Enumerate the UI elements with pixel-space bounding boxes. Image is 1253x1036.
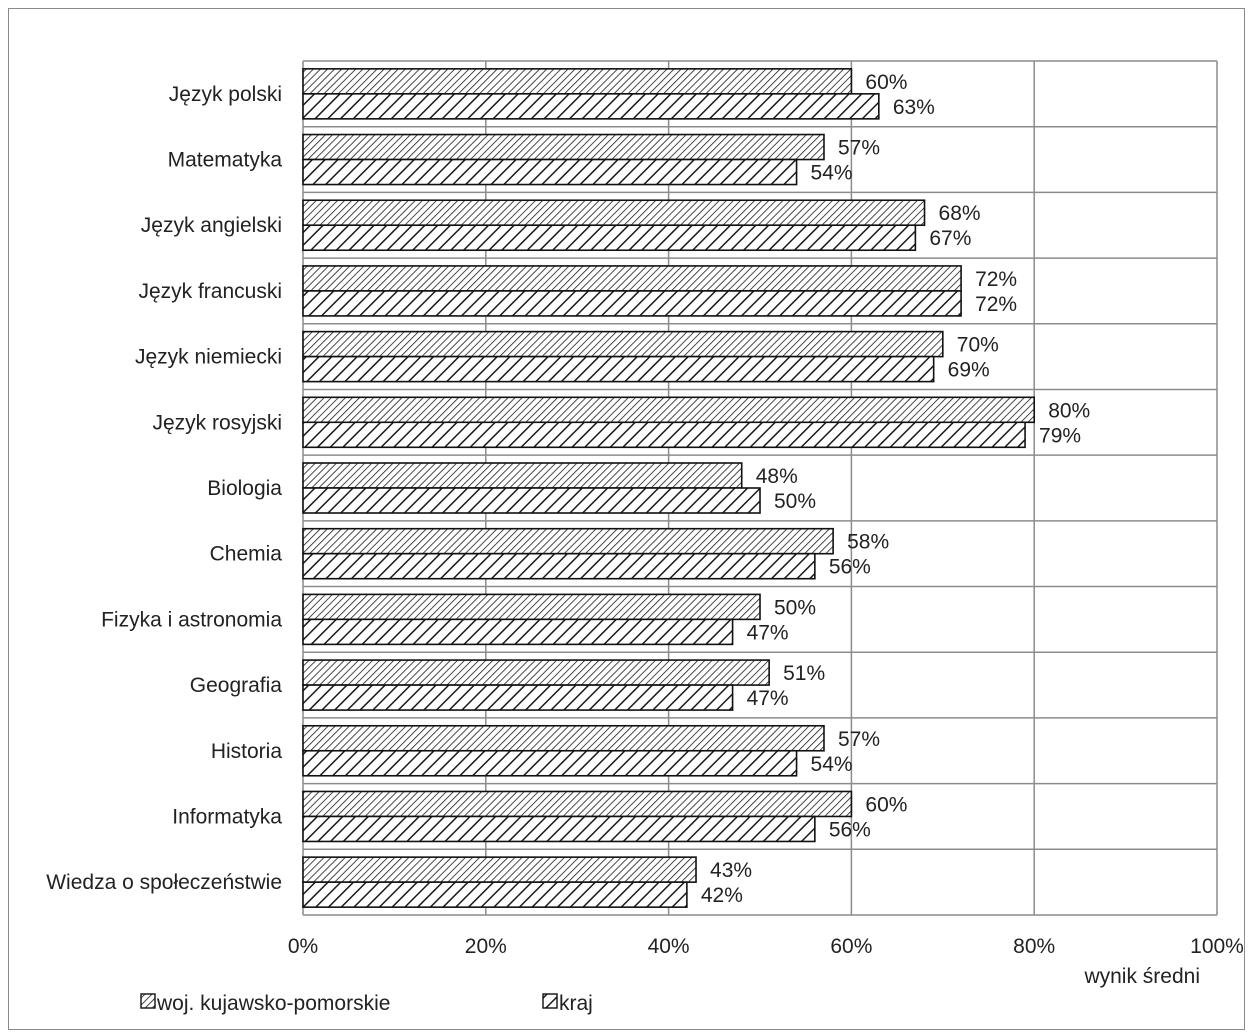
data-label: 58% — [847, 531, 889, 554]
data-label: 72% — [975, 268, 1017, 291]
category-labels: Język polski Matematyka Język angielski Jęz… — [46, 83, 282, 894]
data-label: 72% — [975, 293, 1017, 316]
bar-country — [302, 881, 688, 908]
data-label: 68% — [939, 202, 981, 225]
data-label: 56% — [829, 818, 871, 841]
bar-country — [302, 158, 798, 186]
category-label: Matematyka — [168, 149, 283, 172]
x-tick-label: 20% — [465, 935, 507, 958]
legend-label: woj. kujawsko-pomorskie — [156, 992, 390, 1015]
bar-country — [302, 487, 761, 514]
data-label: 56% — [829, 556, 871, 579]
category-label: Chemia — [210, 543, 283, 566]
data-label: 47% — [747, 687, 789, 710]
bar-country — [302, 684, 734, 711]
data-label: 57% — [838, 728, 880, 751]
bar-country — [302, 421, 1026, 449]
category-label: Geografia — [190, 674, 283, 697]
category-label: Wiedza o społeczeństwie — [46, 871, 282, 894]
category-label: Historia — [211, 740, 283, 763]
legend-swatch — [542, 993, 558, 1009]
bar-region — [302, 462, 743, 489]
x-tick-label: 40% — [648, 935, 690, 958]
bar-country — [302, 355, 935, 383]
category-label: Fizyka i astronomia — [101, 608, 282, 631]
category-label: Język francuski — [138, 280, 282, 303]
legend-label: kraj — [559, 992, 593, 1015]
bar-region — [302, 527, 834, 555]
x-tick-label: 60% — [830, 935, 872, 958]
category-label: Informatyka — [172, 805, 282, 828]
data-label: 42% — [701, 884, 743, 907]
x-tick-label: 100% — [1190, 935, 1244, 958]
bar-country — [302, 815, 816, 843]
x-tick-label: 0% — [288, 935, 318, 958]
data-label: 47% — [747, 621, 789, 644]
data-label: 54% — [811, 162, 853, 185]
data-label: 60% — [865, 793, 907, 816]
bar-region — [302, 265, 962, 292]
bar-region — [302, 199, 926, 227]
data-label: 69% — [948, 359, 990, 382]
data-label: 51% — [783, 662, 825, 685]
category-label: Biologia — [207, 477, 282, 500]
data-label: 80% — [1048, 399, 1090, 422]
bar-region — [302, 68, 853, 95]
data-label: 67% — [929, 227, 971, 250]
bar-country — [302, 290, 962, 317]
bar-country — [302, 749, 798, 777]
data-label: 43% — [710, 859, 752, 882]
x-axis-title: wynik średni — [1083, 965, 1200, 988]
bar-region — [302, 724, 825, 752]
category-label: Język angielski — [141, 214, 282, 237]
x-tick-labels: 0% 20% 40% 60% 80% 100% — [288, 935, 1244, 958]
data-label: 50% — [774, 596, 816, 619]
data-label: 70% — [957, 334, 999, 357]
bar-region — [302, 330, 944, 358]
bar-region — [302, 856, 697, 883]
bar-country — [302, 93, 880, 120]
category-label: Język polski — [169, 83, 282, 106]
legend: woj. kujawsko-pomorskie kraj — [140, 992, 593, 1015]
bar-region — [302, 790, 853, 818]
x-tick-label: 80% — [1013, 935, 1055, 958]
bar-country — [302, 224, 917, 252]
category-label: Język rosyjski — [152, 411, 282, 434]
bar-country — [302, 552, 816, 580]
bar-region — [302, 396, 1036, 424]
bar-region — [302, 133, 825, 161]
bar-region — [302, 659, 770, 686]
data-label: 57% — [838, 137, 880, 160]
category-label: Język niemiecki — [135, 346, 282, 369]
bars — [302, 68, 1036, 908]
data-label: 54% — [811, 753, 853, 776]
bar-country — [302, 618, 734, 646]
data-label: 60% — [865, 71, 907, 94]
data-label: 63% — [893, 96, 935, 119]
data-label: 50% — [774, 490, 816, 513]
data-label: 48% — [756, 465, 798, 488]
value-labels: 60%63%57%54%68%67%72%72%70%69%80%79%48%5… — [701, 71, 1090, 907]
bar-region — [302, 593, 761, 621]
legend-swatch — [140, 993, 156, 1009]
data-label: 79% — [1039, 424, 1081, 447]
